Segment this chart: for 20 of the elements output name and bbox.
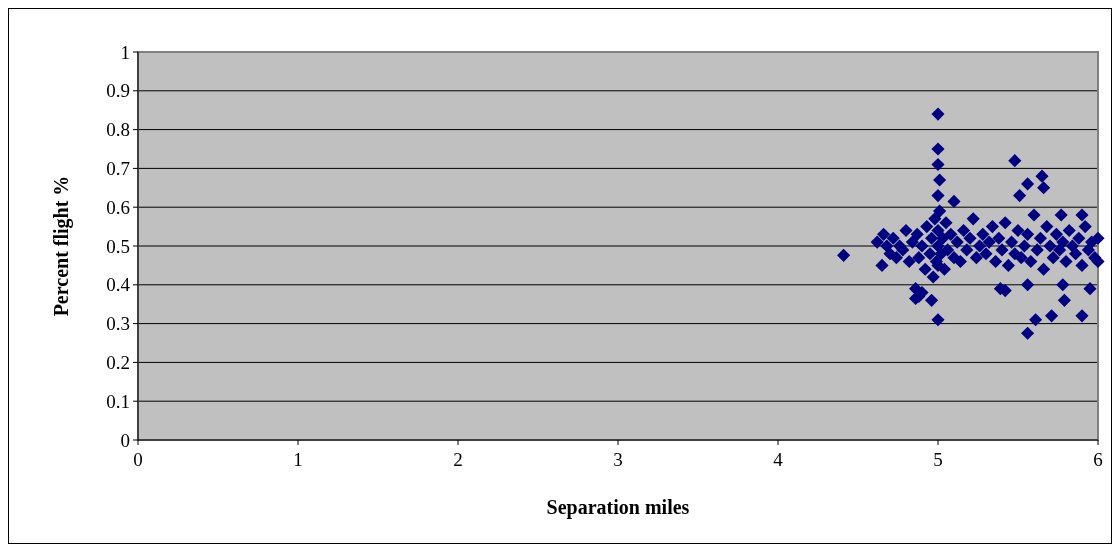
x-tick-label: 0 [133, 449, 143, 470]
y-tick-label: 0.5 [106, 235, 130, 257]
y-tick-label: 1 [120, 41, 130, 63]
y-axis-title: Percent flight % [50, 175, 73, 317]
x-axis-title: Separation miles [546, 496, 690, 519]
y-tick-label: 0.7 [106, 158, 130, 180]
x-tick-label: 3 [613, 449, 623, 470]
x-tick-label: 6 [1093, 449, 1103, 470]
x-tick-label: 1 [293, 449, 303, 470]
y-tick-label: 0.6 [106, 196, 130, 218]
x-tick-label: 4 [773, 449, 784, 470]
y-tick-label: 0.1 [106, 390, 130, 412]
y-tick-label: 0.3 [106, 313, 130, 335]
y-tick-label: 0.2 [106, 352, 130, 374]
y-tick-label: 0.9 [106, 80, 130, 102]
y-tick-label: 0.8 [106, 119, 130, 141]
x-tick-label: 2 [453, 449, 463, 470]
x-tick-label: 5 [933, 449, 943, 470]
y-tick-label: 0.4 [106, 274, 131, 296]
y-tick-label: 0 [120, 429, 130, 451]
